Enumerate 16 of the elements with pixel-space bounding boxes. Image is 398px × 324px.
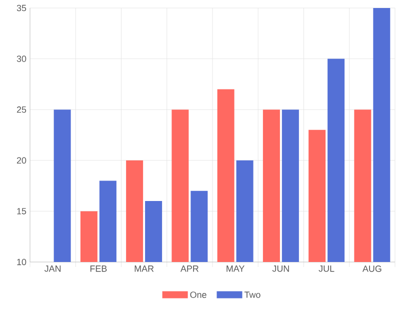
- x-tick-label: JUL: [318, 266, 334, 272]
- y-tick-label: 30: [16, 56, 26, 62]
- x-tick-label: APR: [180, 266, 198, 272]
- x-tick-label: AUG: [362, 266, 382, 272]
- y-tick-label: 25: [16, 106, 26, 113]
- legend-label: Two: [244, 292, 260, 298]
- y-tick-label: 20: [16, 157, 26, 164]
- y-tick-label: 15: [17, 208, 26, 214]
- x-tick-label: FEB: [90, 266, 107, 272]
- x-tick-label: MAY: [226, 266, 244, 272]
- x-tick-label: JAN: [44, 266, 61, 272]
- x-tick-label: MAR: [134, 266, 154, 272]
- y-tick-label: 10: [17, 258, 26, 266]
- x-tick-label: JUN: [272, 266, 289, 272]
- legend-label: One: [190, 292, 206, 298]
- y-tick-label: 35: [16, 4, 26, 12]
